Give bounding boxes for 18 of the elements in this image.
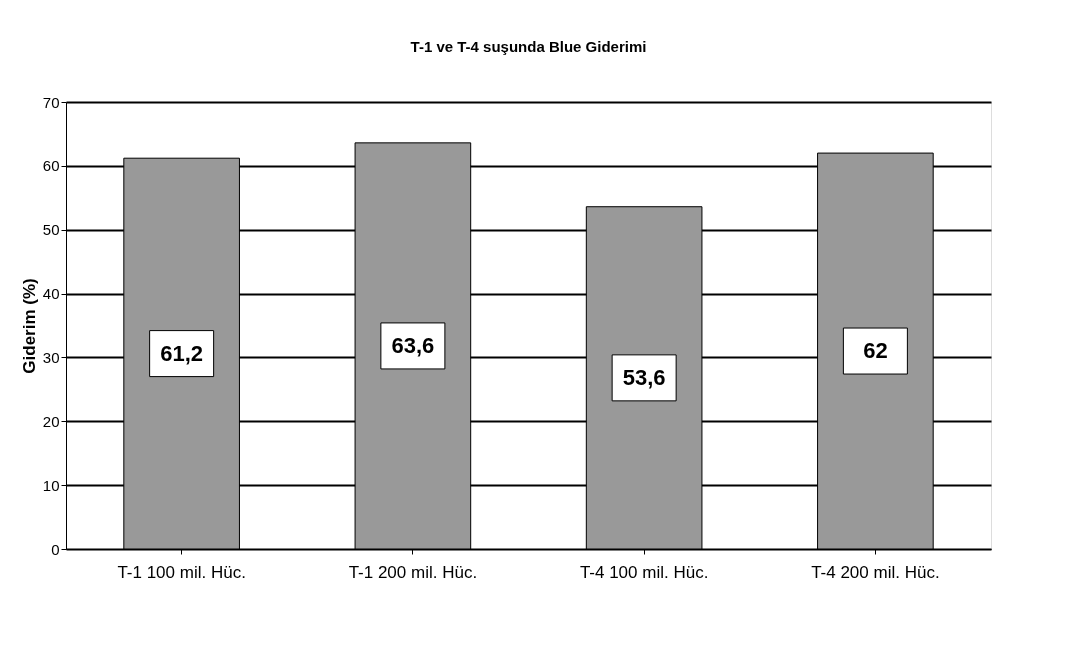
- y-tick-label: 40: [42, 285, 60, 303]
- data-label: 63,6: [391, 332, 435, 358]
- y-tick-label: 10: [42, 476, 60, 494]
- x-tick-label: T-4 100 mil. Hüc.: [579, 562, 709, 582]
- y-tick-label: 70: [42, 93, 60, 111]
- data-label: 61,2: [160, 340, 204, 366]
- x-tick-label: T-1 200 mil. Hüc.: [348, 562, 478, 582]
- y-tick-label: 60: [42, 157, 60, 175]
- y-axis-title: Giderim (%): [19, 278, 39, 374]
- data-label: 53,6: [622, 364, 666, 390]
- x-tick-label: T-1 100 mil. Hüc.: [117, 562, 246, 582]
- data-label: 62: [863, 338, 888, 364]
- x-tick-label: T-4 200 mil. Hüc.: [811, 562, 940, 582]
- chart-title: T-1 ve T-4 suşunda Blue Giderimi: [410, 38, 647, 55]
- y-tick-label: 50: [42, 221, 60, 239]
- y-tick-label: 30: [42, 348, 60, 366]
- y-tick-label: 20: [42, 412, 60, 430]
- y-tick-label: 0: [51, 540, 60, 558]
